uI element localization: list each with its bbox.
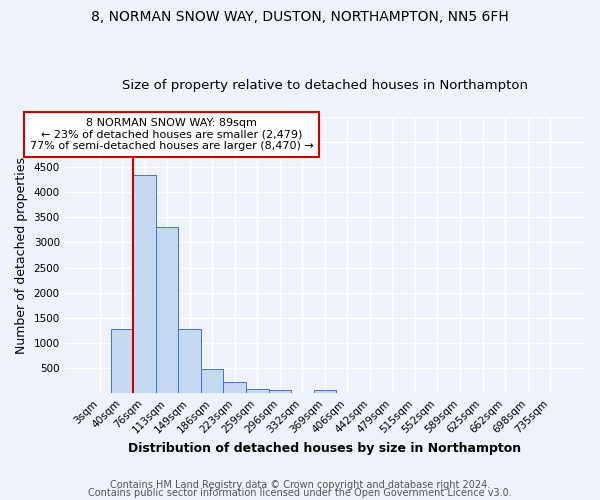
Bar (178, 329, 201, 394)
Bar (156, 228, 178, 394)
Text: 8 NORMAN SNOW WAY: 89sqm
← 23% of detached houses are smaller (2,479)
77% of sem: 8 NORMAN SNOW WAY: 89sqm ← 23% of detach… (30, 118, 314, 151)
Bar (201, 369, 223, 394)
Text: Contains public sector information licensed under the Open Government Licence v3: Contains public sector information licen… (88, 488, 512, 498)
Title: Size of property relative to detached houses in Northampton: Size of property relative to detached ho… (122, 79, 528, 92)
Bar (133, 174, 156, 394)
Bar (314, 390, 336, 394)
Y-axis label: Number of detached properties: Number of detached properties (15, 156, 28, 354)
Text: 8, NORMAN SNOW WAY, DUSTON, NORTHAMPTON, NN5 6FH: 8, NORMAN SNOW WAY, DUSTON, NORTHAMPTON,… (91, 10, 509, 24)
Bar (111, 330, 133, 394)
Text: Contains HM Land Registry data © Crown copyright and database right 2024.: Contains HM Land Registry data © Crown c… (110, 480, 490, 490)
Bar (246, 389, 269, 394)
Bar (269, 390, 291, 394)
X-axis label: Distribution of detached houses by size in Northampton: Distribution of detached houses by size … (128, 442, 521, 455)
Bar (223, 382, 246, 394)
